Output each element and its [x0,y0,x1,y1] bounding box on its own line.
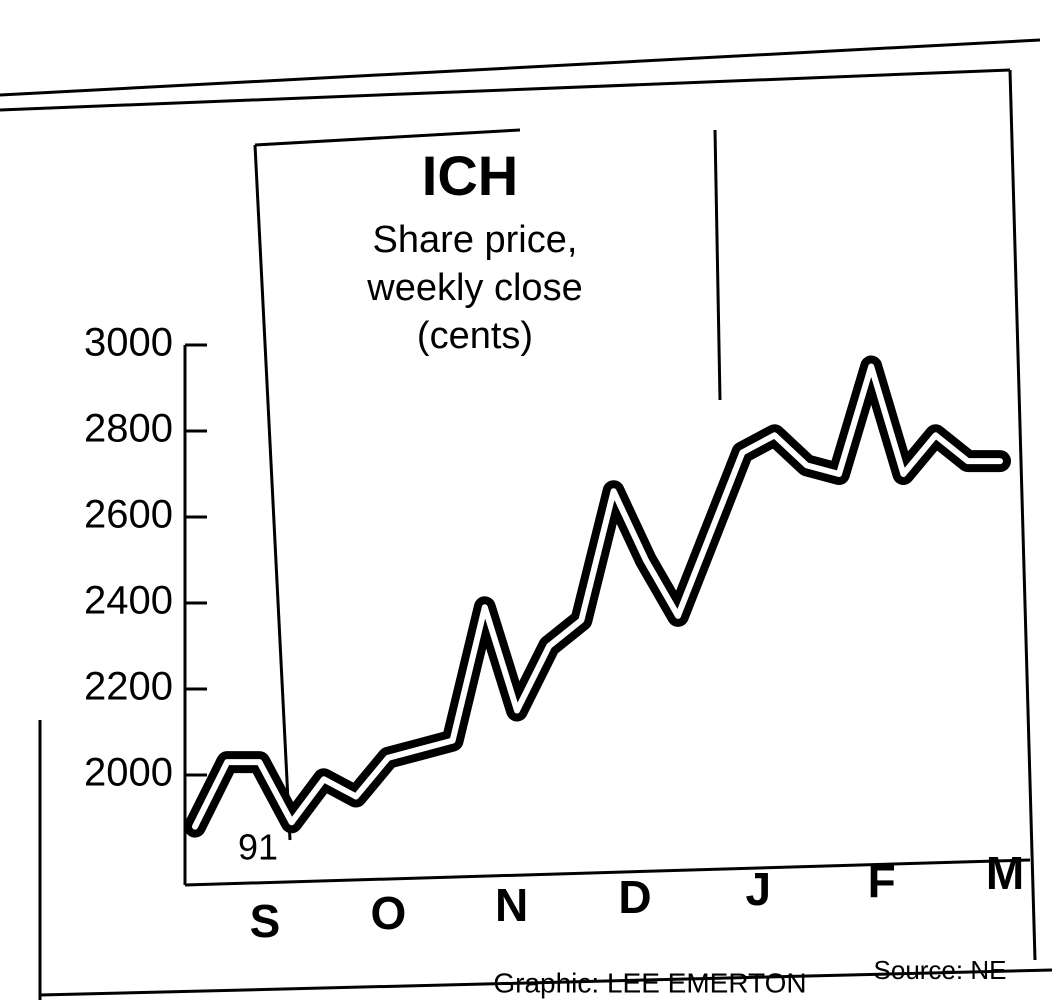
y-tick-label: 2600 [84,493,173,537]
x-tick-label: N [495,879,528,931]
credit: Graphic: LEE EMERTON [493,967,806,998]
subtitle: Share price, [373,219,578,261]
x-tick-label: F [868,855,896,907]
y-tick-label: 2400 [84,579,173,623]
frame [0,38,1052,1000]
line-outline [184,355,1011,838]
line-inner [192,363,1003,830]
subtitle: weekly close [366,267,582,309]
subtitle: (cents) [417,315,533,357]
y-tick-label: 2200 [84,665,173,709]
x-tick-label: M [986,847,1024,899]
y-tick-label: 2800 [84,407,173,451]
x-tick-label: D [618,871,651,923]
source: Source: NE [874,955,1007,985]
year-label: 91 [238,827,278,868]
x-tick-label: S [250,895,281,947]
chart-title: ICH [422,144,518,207]
y-tick-label: 3000 [84,321,173,365]
x-axis [184,858,1031,887]
y-tick-label: 2000 [84,751,173,795]
x-tick-label: J [746,863,772,915]
x-tick-label: O [370,887,406,939]
